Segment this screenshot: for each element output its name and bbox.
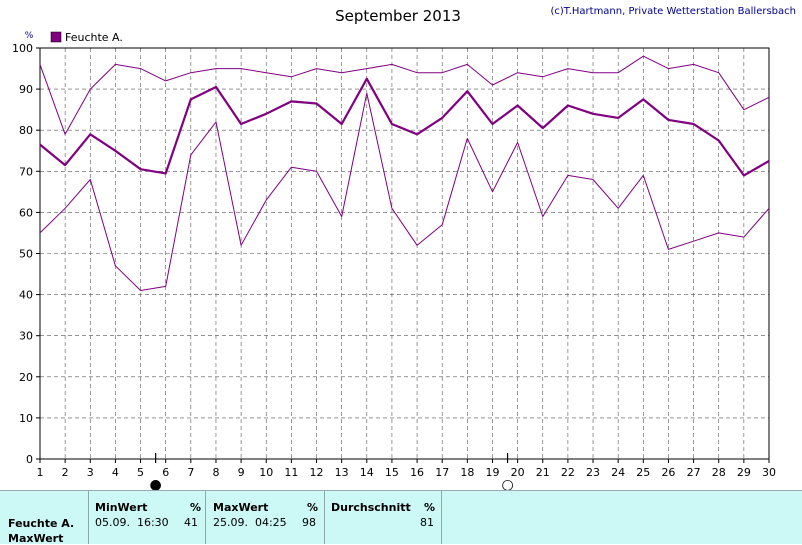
stats-table: MinWert % MaxWert % Durchschnitt % Feuch…	[0, 490, 802, 545]
x-tick-label: 20	[511, 466, 525, 479]
y-tick-label: 80	[19, 124, 33, 137]
moon-phases: ● ○	[150, 453, 514, 490]
y-tick-label: 30	[19, 330, 33, 343]
x-tick-label: 9	[238, 466, 245, 479]
avg-value: 81	[420, 516, 434, 529]
x-tick-label: 7	[187, 466, 194, 479]
y-tick-label: 70	[19, 165, 33, 178]
x-tick-label: 19	[485, 466, 499, 479]
y-tick-label: 60	[19, 206, 33, 219]
min-header: MinWert	[95, 501, 148, 514]
y-tick-label: 10	[19, 412, 33, 425]
moon-full-icon: ○	[501, 477, 513, 490]
x-tick-label: 10	[259, 466, 273, 479]
x-tick-label: 1	[37, 466, 44, 479]
row-label: Feuchte A.	[8, 517, 75, 530]
x-tick-label: 28	[712, 466, 726, 479]
chart-credit: (c)T.Hartmann, Private Wetterstation Bal…	[550, 6, 796, 17]
x-tick-label: 13	[335, 466, 349, 479]
series-line-min	[39, 92, 770, 291]
x-tick-label: 8	[212, 466, 219, 479]
x-tick-label: 24	[611, 466, 625, 479]
min-unit: %	[190, 501, 202, 514]
series-line-avg	[39, 77, 770, 177]
y-tick-label: 50	[19, 248, 33, 261]
x-tick-label: 14	[360, 466, 374, 479]
x-tick-label: 15	[385, 466, 399, 479]
legend: Feuchte A.	[50, 31, 123, 44]
legend-swatch	[50, 31, 62, 43]
row-sub-label: MaxWert	[8, 532, 64, 545]
x-tick-label: 3	[87, 466, 94, 479]
avg-unit: %	[424, 501, 436, 514]
max-value: 98	[302, 516, 316, 529]
max-unit: %	[307, 501, 319, 514]
y-axis-unit: %	[25, 31, 34, 41]
chart: September 2013 (c)T.Hartmann, Private We…	[12, 6, 796, 490]
chart-title: September 2013	[335, 7, 461, 25]
x-tick-label: 2	[62, 466, 69, 479]
x-tick-label: 4	[112, 466, 119, 479]
y-tick-label: 0	[26, 453, 33, 466]
x-tick-label: 12	[310, 466, 324, 479]
y-tick-label: 40	[19, 289, 33, 302]
grid	[40, 48, 769, 459]
x-tick-label: 29	[737, 466, 751, 479]
x-tick-label: 30	[762, 466, 776, 479]
moon-new-icon: ●	[150, 477, 162, 490]
x-tick-label: 16	[410, 466, 424, 479]
x-tick-label: 18	[460, 466, 474, 479]
x-tick-label: 6	[162, 466, 169, 479]
x-tick-label: 26	[661, 466, 675, 479]
x-tick-label: 22	[561, 466, 575, 479]
y-tick-label: 20	[19, 371, 33, 384]
y-tick-label: 90	[19, 83, 33, 96]
x-tick-label: 25	[636, 466, 650, 479]
x-tick-label: 11	[284, 466, 298, 479]
x-tick-label: 17	[435, 466, 449, 479]
x-tick-label: 5	[137, 466, 144, 479]
min-value: 41	[184, 516, 198, 529]
x-tick-label: 27	[687, 466, 701, 479]
x-tick-label: 23	[586, 466, 600, 479]
max-header: MaxWert	[213, 501, 269, 514]
avg-header: Durchschnitt	[331, 501, 411, 514]
series-line-max	[39, 55, 770, 135]
max-datetime: 25.09. 04:25	[213, 516, 287, 529]
x-axis: 1 2 3 4 5 6 7 8 9 10 11 12 13 14 15 16 17 18 19 20 21 22 23 24 2…	[37, 459, 776, 479]
legend-label: Feuchte A.	[65, 31, 123, 44]
y-tick-label: 100	[12, 42, 33, 55]
x-tick-label: 21	[536, 466, 550, 479]
min-datetime: 05.09. 16:30	[95, 516, 169, 529]
y-axis: 0 10 20 30 40 50 60 70 80 90 100	[12, 42, 40, 466]
series-group	[39, 55, 770, 291]
